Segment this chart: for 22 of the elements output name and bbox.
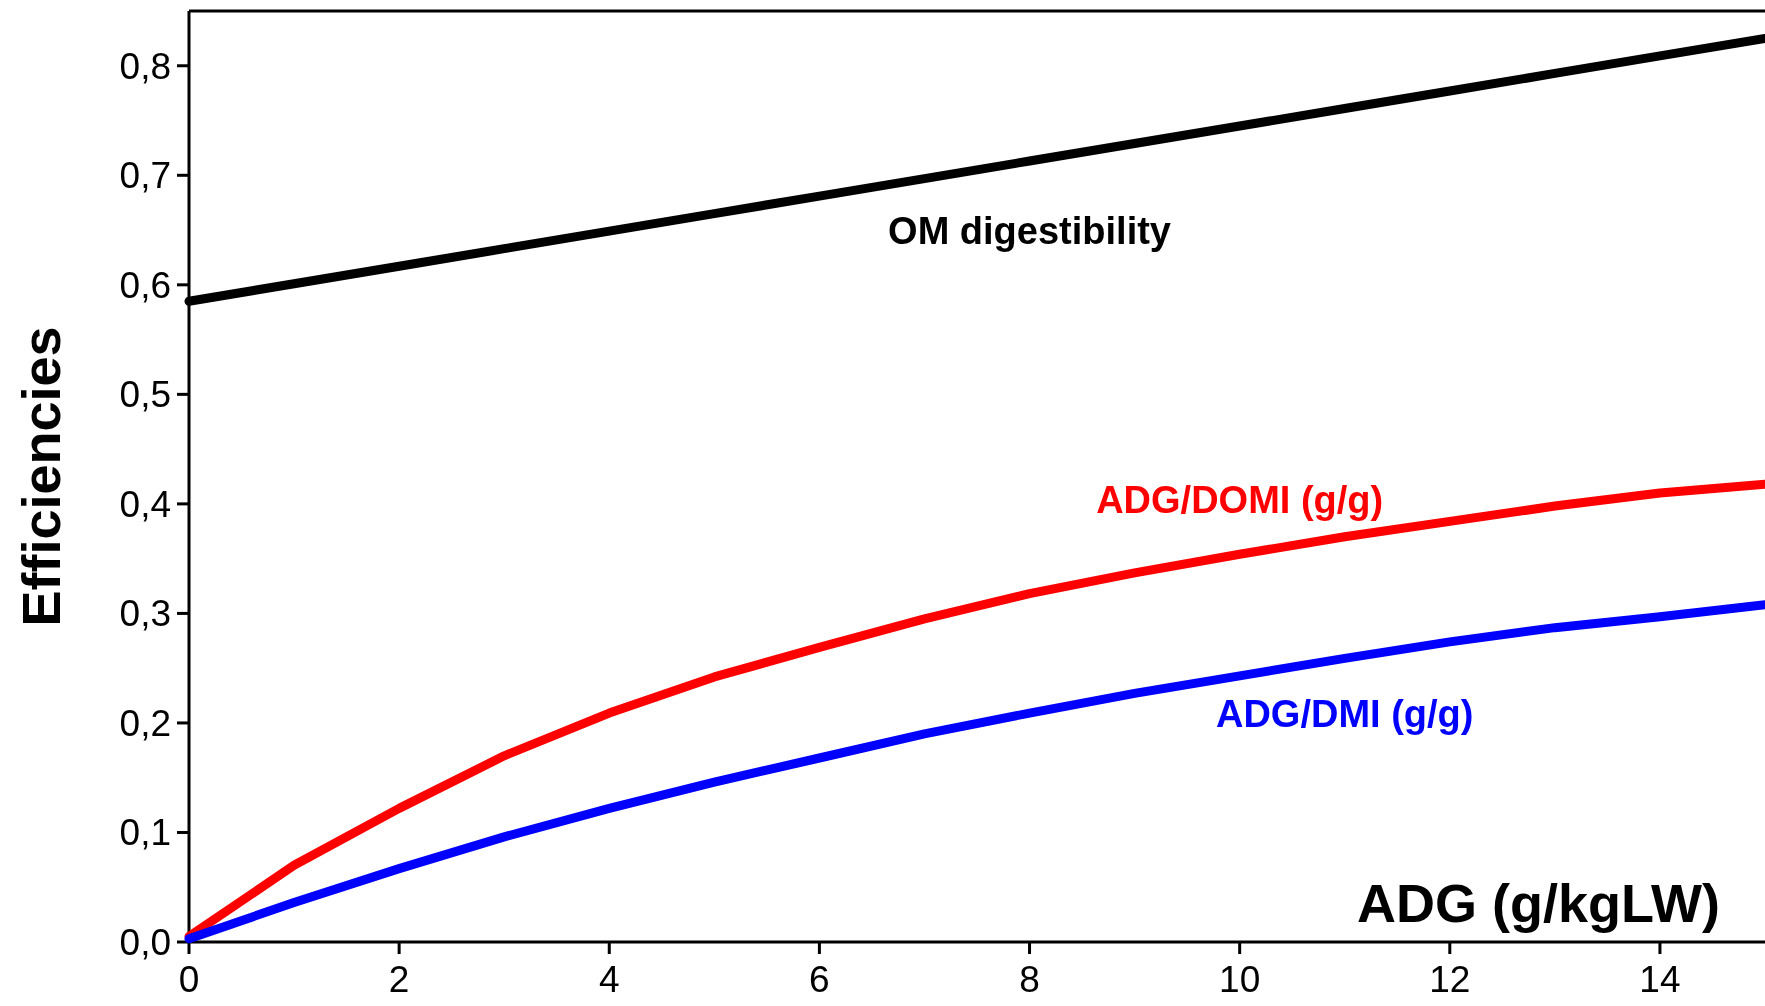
series-label: OM digestibility [888, 210, 1171, 253]
y-tick-label: 0,5 [119, 374, 171, 416]
series-label: ADG/DOMI (g/g) [1096, 478, 1384, 521]
x-tick-label: 2 [388, 959, 410, 1000]
y-axis-title: Efficiencies [11, 326, 71, 627]
y-tick-label: 0,4 [119, 483, 171, 525]
y-tick-label: 0,8 [119, 45, 171, 87]
series-label: ADG/DMI (g/g) [1215, 692, 1474, 735]
y-tick-label: 0,7 [119, 155, 171, 197]
x-tick-label: 12 [1429, 959, 1471, 1000]
x-tick-label: 8 [1019, 959, 1040, 1000]
x-tick-label: 14 [1639, 959, 1681, 1000]
x-tick-label: 6 [809, 959, 830, 1000]
x-tick-label: 0 [178, 959, 200, 1000]
y-tick-label: 0,2 [119, 702, 171, 744]
y-tick-label: 0,3 [119, 593, 171, 635]
x-axis-title: ADG (g/kgLW) [1357, 873, 1720, 933]
y-tick-label: 0,1 [119, 812, 171, 854]
x-tick-label: 4 [598, 959, 620, 1000]
y-tick-label: 0,0 [119, 921, 171, 963]
y-tick-label: 0,6 [119, 264, 171, 306]
x-tick-label: 10 [1219, 959, 1261, 1000]
